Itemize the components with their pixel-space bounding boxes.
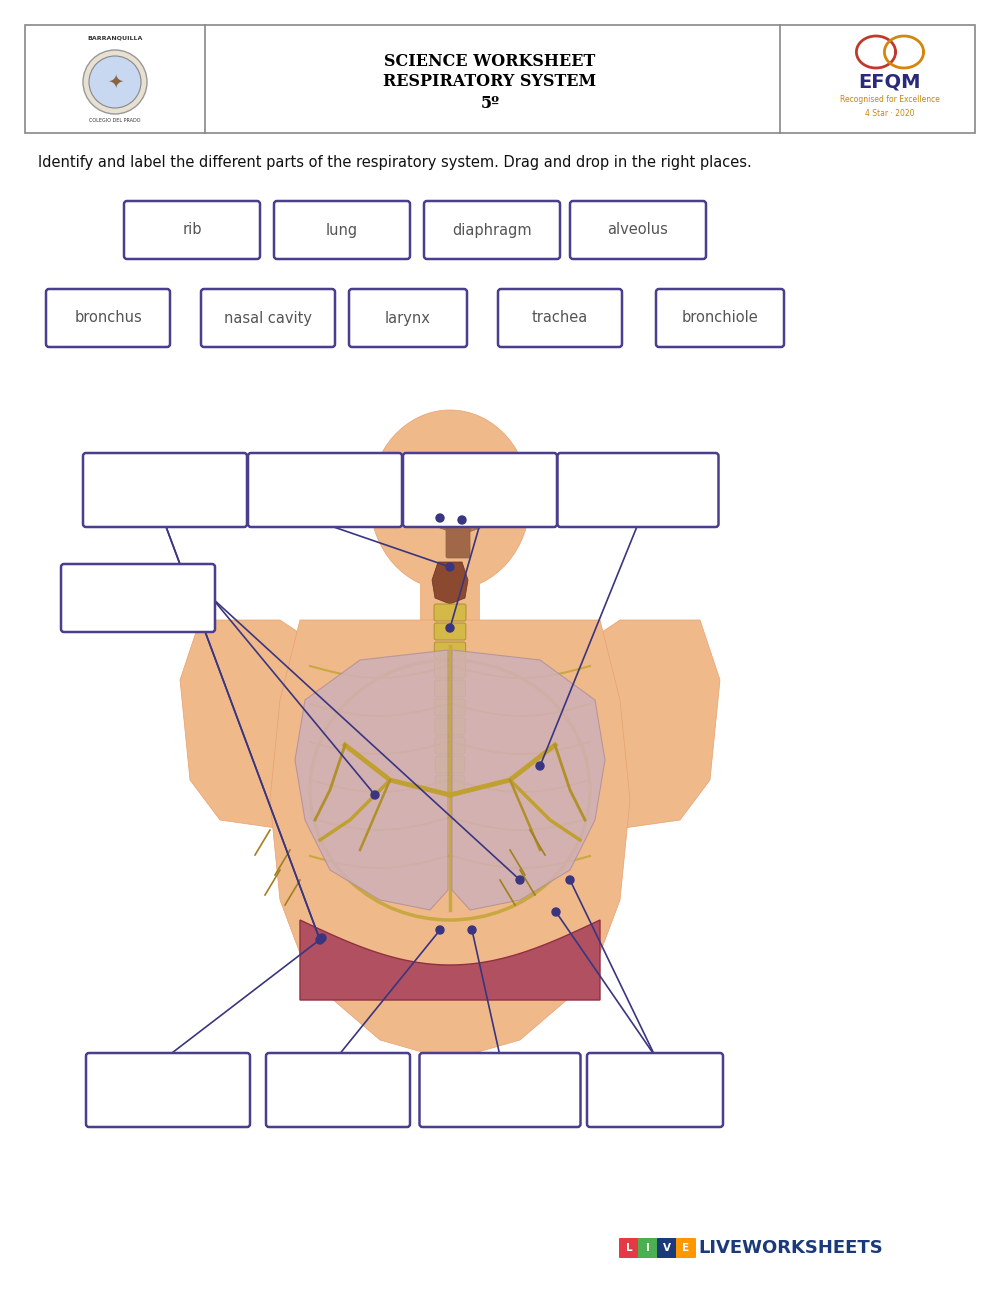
Text: rib: rib <box>182 222 202 238</box>
FancyBboxPatch shape <box>435 680 465 697</box>
FancyBboxPatch shape <box>61 564 215 633</box>
Circle shape <box>458 516 466 524</box>
FancyBboxPatch shape <box>657 1238 677 1257</box>
Text: 4 Star · 2020: 4 Star · 2020 <box>865 108 915 117</box>
FancyBboxPatch shape <box>124 201 260 259</box>
FancyBboxPatch shape <box>435 775 465 791</box>
FancyBboxPatch shape <box>434 604 466 621</box>
Text: bronchiole: bronchiole <box>682 311 758 325</box>
FancyBboxPatch shape <box>587 1053 723 1127</box>
FancyBboxPatch shape <box>25 25 975 133</box>
FancyBboxPatch shape <box>676 1238 696 1257</box>
Text: alveolus: alveolus <box>608 222 668 238</box>
Circle shape <box>436 926 444 933</box>
Text: SCIENCE WORKSHEET: SCIENCE WORKSHEET <box>384 53 596 71</box>
FancyBboxPatch shape <box>86 1053 250 1127</box>
Text: LIVEWORKSHEETS: LIVEWORKSHEETS <box>698 1239 883 1257</box>
FancyBboxPatch shape <box>558 453 718 527</box>
Text: EFQM: EFQM <box>859 72 921 92</box>
FancyBboxPatch shape <box>248 453 402 527</box>
Polygon shape <box>452 649 605 910</box>
Text: larynx: larynx <box>385 311 431 325</box>
FancyBboxPatch shape <box>403 453 557 527</box>
FancyBboxPatch shape <box>266 1053 410 1127</box>
Polygon shape <box>550 620 720 830</box>
Circle shape <box>83 50 147 114</box>
Polygon shape <box>270 620 630 1060</box>
Text: I: I <box>646 1243 650 1254</box>
Text: BARRANQUILLA: BARRANQUILLA <box>87 35 143 40</box>
Polygon shape <box>432 562 468 604</box>
FancyBboxPatch shape <box>434 624 466 640</box>
Polygon shape <box>295 649 448 910</box>
Polygon shape <box>300 920 600 1001</box>
FancyBboxPatch shape <box>498 289 622 347</box>
Circle shape <box>446 624 454 633</box>
Polygon shape <box>428 482 492 534</box>
Polygon shape <box>180 620 350 830</box>
FancyBboxPatch shape <box>619 1238 639 1257</box>
FancyBboxPatch shape <box>638 1238 658 1257</box>
FancyBboxPatch shape <box>570 201 706 259</box>
Circle shape <box>89 56 141 108</box>
FancyBboxPatch shape <box>46 289 170 347</box>
Text: E: E <box>682 1243 690 1254</box>
FancyBboxPatch shape <box>435 757 465 773</box>
FancyBboxPatch shape <box>434 642 466 658</box>
FancyBboxPatch shape <box>446 516 470 558</box>
Circle shape <box>316 936 324 944</box>
Circle shape <box>536 762 544 769</box>
Circle shape <box>446 563 454 571</box>
FancyBboxPatch shape <box>435 698 465 717</box>
Circle shape <box>318 933 326 942</box>
FancyBboxPatch shape <box>349 289 467 347</box>
FancyBboxPatch shape <box>435 737 465 754</box>
FancyBboxPatch shape <box>424 201 560 259</box>
Circle shape <box>552 908 560 917</box>
FancyBboxPatch shape <box>83 453 247 527</box>
Circle shape <box>371 791 379 799</box>
Text: trachea: trachea <box>532 311 588 325</box>
FancyBboxPatch shape <box>435 718 465 735</box>
Ellipse shape <box>370 411 530 590</box>
FancyBboxPatch shape <box>420 578 480 633</box>
FancyBboxPatch shape <box>274 201 410 259</box>
Text: V: V <box>663 1243 671 1254</box>
Circle shape <box>468 926 476 933</box>
Circle shape <box>436 514 444 522</box>
FancyBboxPatch shape <box>656 289 784 347</box>
Text: lung: lung <box>326 222 358 238</box>
Text: L: L <box>626 1243 632 1254</box>
FancyBboxPatch shape <box>420 1053 580 1127</box>
Text: diaphragm: diaphragm <box>452 222 532 238</box>
Text: nasal cavity: nasal cavity <box>224 311 312 325</box>
Text: COLEGIO DEL PRADO: COLEGIO DEL PRADO <box>89 117 141 123</box>
Text: Recognised for Excellence: Recognised for Excellence <box>840 96 940 105</box>
FancyBboxPatch shape <box>201 289 335 347</box>
Text: Identify and label the different parts of the respiratory system. Drag and drop : Identify and label the different parts o… <box>38 155 752 169</box>
Text: RESPIRATORY SYSTEM: RESPIRATORY SYSTEM <box>383 74 597 90</box>
Text: ✦: ✦ <box>107 72 123 92</box>
FancyBboxPatch shape <box>434 661 466 678</box>
Text: bronchus: bronchus <box>74 311 142 325</box>
Circle shape <box>516 877 524 884</box>
Text: 5º: 5º <box>480 94 500 111</box>
Circle shape <box>566 877 574 884</box>
